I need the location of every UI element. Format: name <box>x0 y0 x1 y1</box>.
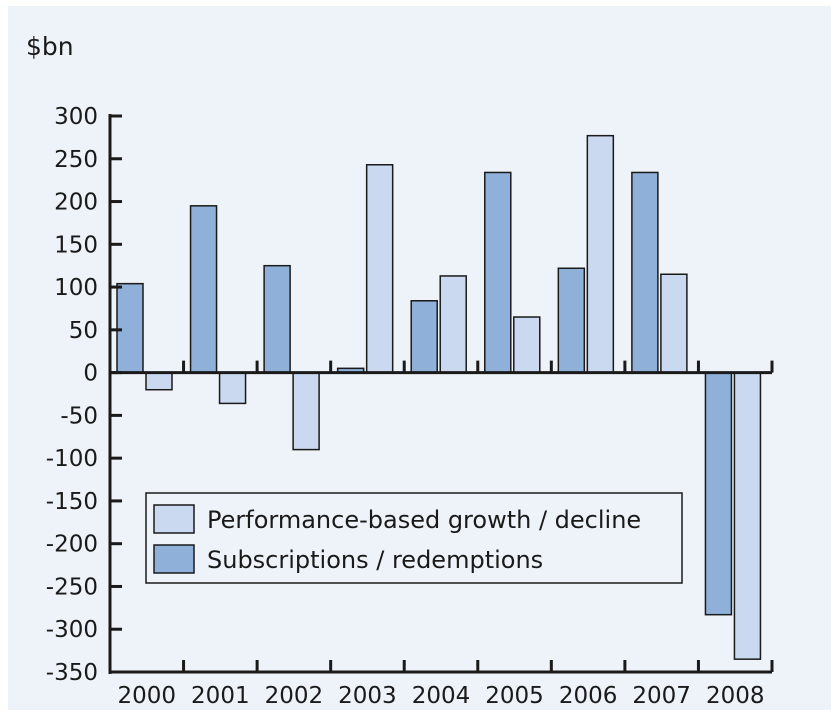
legend-label: Performance-based growth / decline <box>207 506 641 534</box>
y-tick-label: -50 <box>60 403 98 429</box>
bar-2007-subscriptions <box>631 171 659 374</box>
y-tick-label: 0 <box>83 361 98 387</box>
y-tick-label: -150 <box>46 489 98 515</box>
y-tick-label: -200 <box>46 532 98 558</box>
y-tick-label: 100 <box>54 275 98 301</box>
legend-box <box>145 492 683 584</box>
bar-2003-performance <box>365 164 394 374</box>
bar-2005-subscriptions <box>484 171 512 374</box>
y-axis-label: $bn <box>26 32 74 61</box>
y-tick-label: -100 <box>46 446 98 472</box>
y-tick-label: -350 <box>46 660 98 686</box>
x-tick-label: 2006 <box>559 683 618 709</box>
x-tick-label: 2001 <box>191 683 250 709</box>
bar-2004-performance <box>439 275 467 374</box>
y-tick-label: 300 <box>54 104 98 130</box>
x-tick-label: 2003 <box>338 683 397 709</box>
bar-2001-performance <box>218 371 247 405</box>
legend: Performance-based growth / decline Subscr… <box>145 492 683 584</box>
bar-2006-subscriptions <box>557 267 586 374</box>
legend-swatch <box>153 544 195 574</box>
y-tick-label: 150 <box>54 232 98 258</box>
x-tick-label: 2000 <box>118 683 177 709</box>
bar-2004-subscriptions <box>410 300 438 374</box>
bar-2006-performance <box>586 134 615 374</box>
bar-2008-performance <box>733 371 762 660</box>
bar-2000-subscriptions <box>116 282 144 374</box>
y-tick-label: 250 <box>54 147 98 173</box>
bar-2007-performance <box>660 273 688 374</box>
bars <box>116 134 762 660</box>
legend-label: Subscriptions / redemptions <box>207 546 543 574</box>
x-tick-label: 2008 <box>706 683 765 709</box>
bar-2001-subscriptions <box>189 205 218 374</box>
bar-2002-performance <box>292 371 320 451</box>
legend-swatch <box>153 504 195 534</box>
bar-2008-subscriptions <box>704 371 733 616</box>
y-tick-label: -250 <box>46 574 98 600</box>
x-tick-label: 2007 <box>632 683 691 709</box>
axes: 300 250 200 150 100 50 0 -50 -100 -150 -200 -250 -30… <box>46 104 774 709</box>
x-tick-label: 2002 <box>265 683 324 709</box>
y-tick-label: 200 <box>54 190 98 216</box>
x-tick-label: 2004 <box>412 683 471 709</box>
y-tick-label: -300 <box>46 617 98 643</box>
bar-2000-performance <box>145 371 173 391</box>
x-tick-label: 2005 <box>485 683 544 709</box>
bar-2002-subscriptions <box>263 264 291 374</box>
bar-2005-performance <box>513 316 541 374</box>
y-tick-label: 50 <box>69 318 98 344</box>
